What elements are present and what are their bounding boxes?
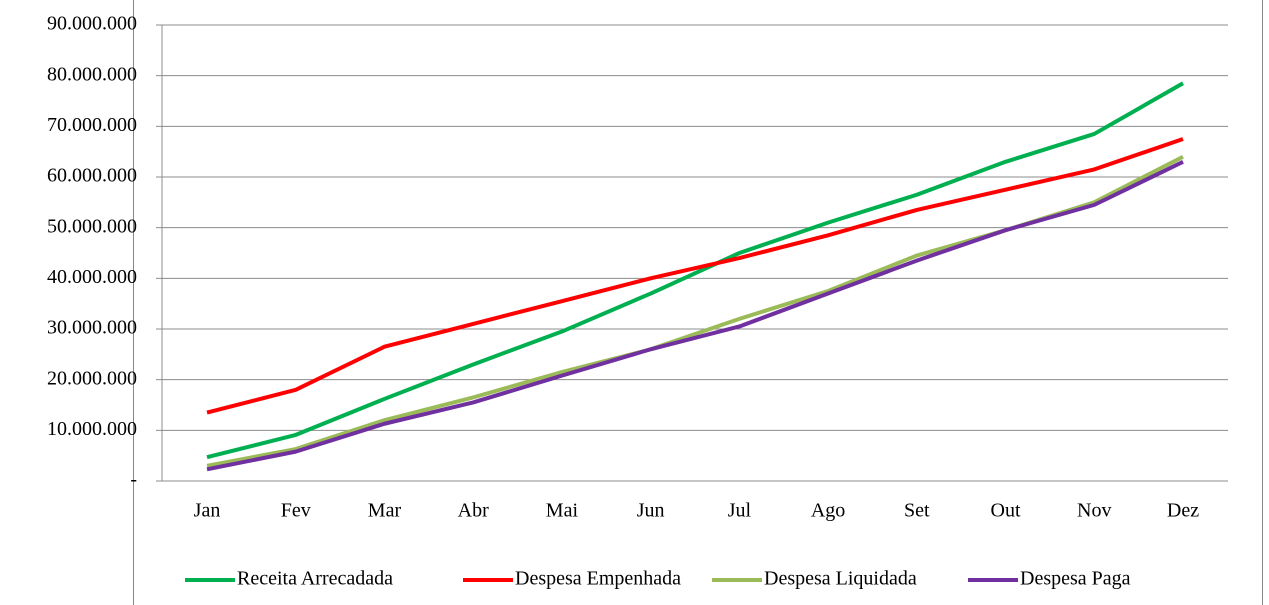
legend-label: Despesa Empenhada: [515, 568, 681, 590]
legend-label: Despesa Paga: [1020, 568, 1131, 590]
x-tick-label: Jul: [728, 500, 752, 522]
x-tick-label: Out: [991, 500, 1021, 522]
y-tick-label: 10.000.000: [47, 418, 137, 440]
y-tick-label: 20.000.000: [47, 367, 137, 389]
x-tick-label: Mai: [546, 500, 579, 522]
y-tick-label: -: [130, 469, 137, 491]
x-tick-label: Ago: [811, 500, 845, 522]
x-tick-label: Dez: [1167, 500, 1199, 522]
y-tick-label: 40.000.000: [47, 266, 137, 288]
x-tick-label: Nov: [1077, 500, 1111, 522]
series-line: [206, 137, 1184, 415]
x-tick-label: Jun: [637, 500, 665, 522]
series-line: [206, 154, 1184, 468]
x-tick-label: Mar: [368, 500, 402, 522]
y-tick-label: 90.000.000: [47, 13, 137, 35]
series-line: [206, 81, 1184, 460]
x-tick-label: Abr: [458, 500, 489, 522]
y-tick-label: 50.000.000: [47, 215, 137, 237]
y-tick-label: 70.000.000: [47, 114, 137, 136]
series-line: [206, 160, 1184, 472]
x-tick-label: Set: [904, 500, 930, 522]
y-tick-label: 30.000.000: [47, 317, 137, 339]
x-tick-label: Jan: [194, 500, 221, 522]
legend-label: Despesa Liquidada: [764, 568, 917, 590]
y-tick-label: 80.000.000: [47, 63, 137, 85]
y-tick-label: 60.000.000: [47, 165, 137, 187]
legend-label: Receita Arrecadada: [237, 568, 393, 590]
x-tick-label: Fev: [281, 500, 311, 522]
